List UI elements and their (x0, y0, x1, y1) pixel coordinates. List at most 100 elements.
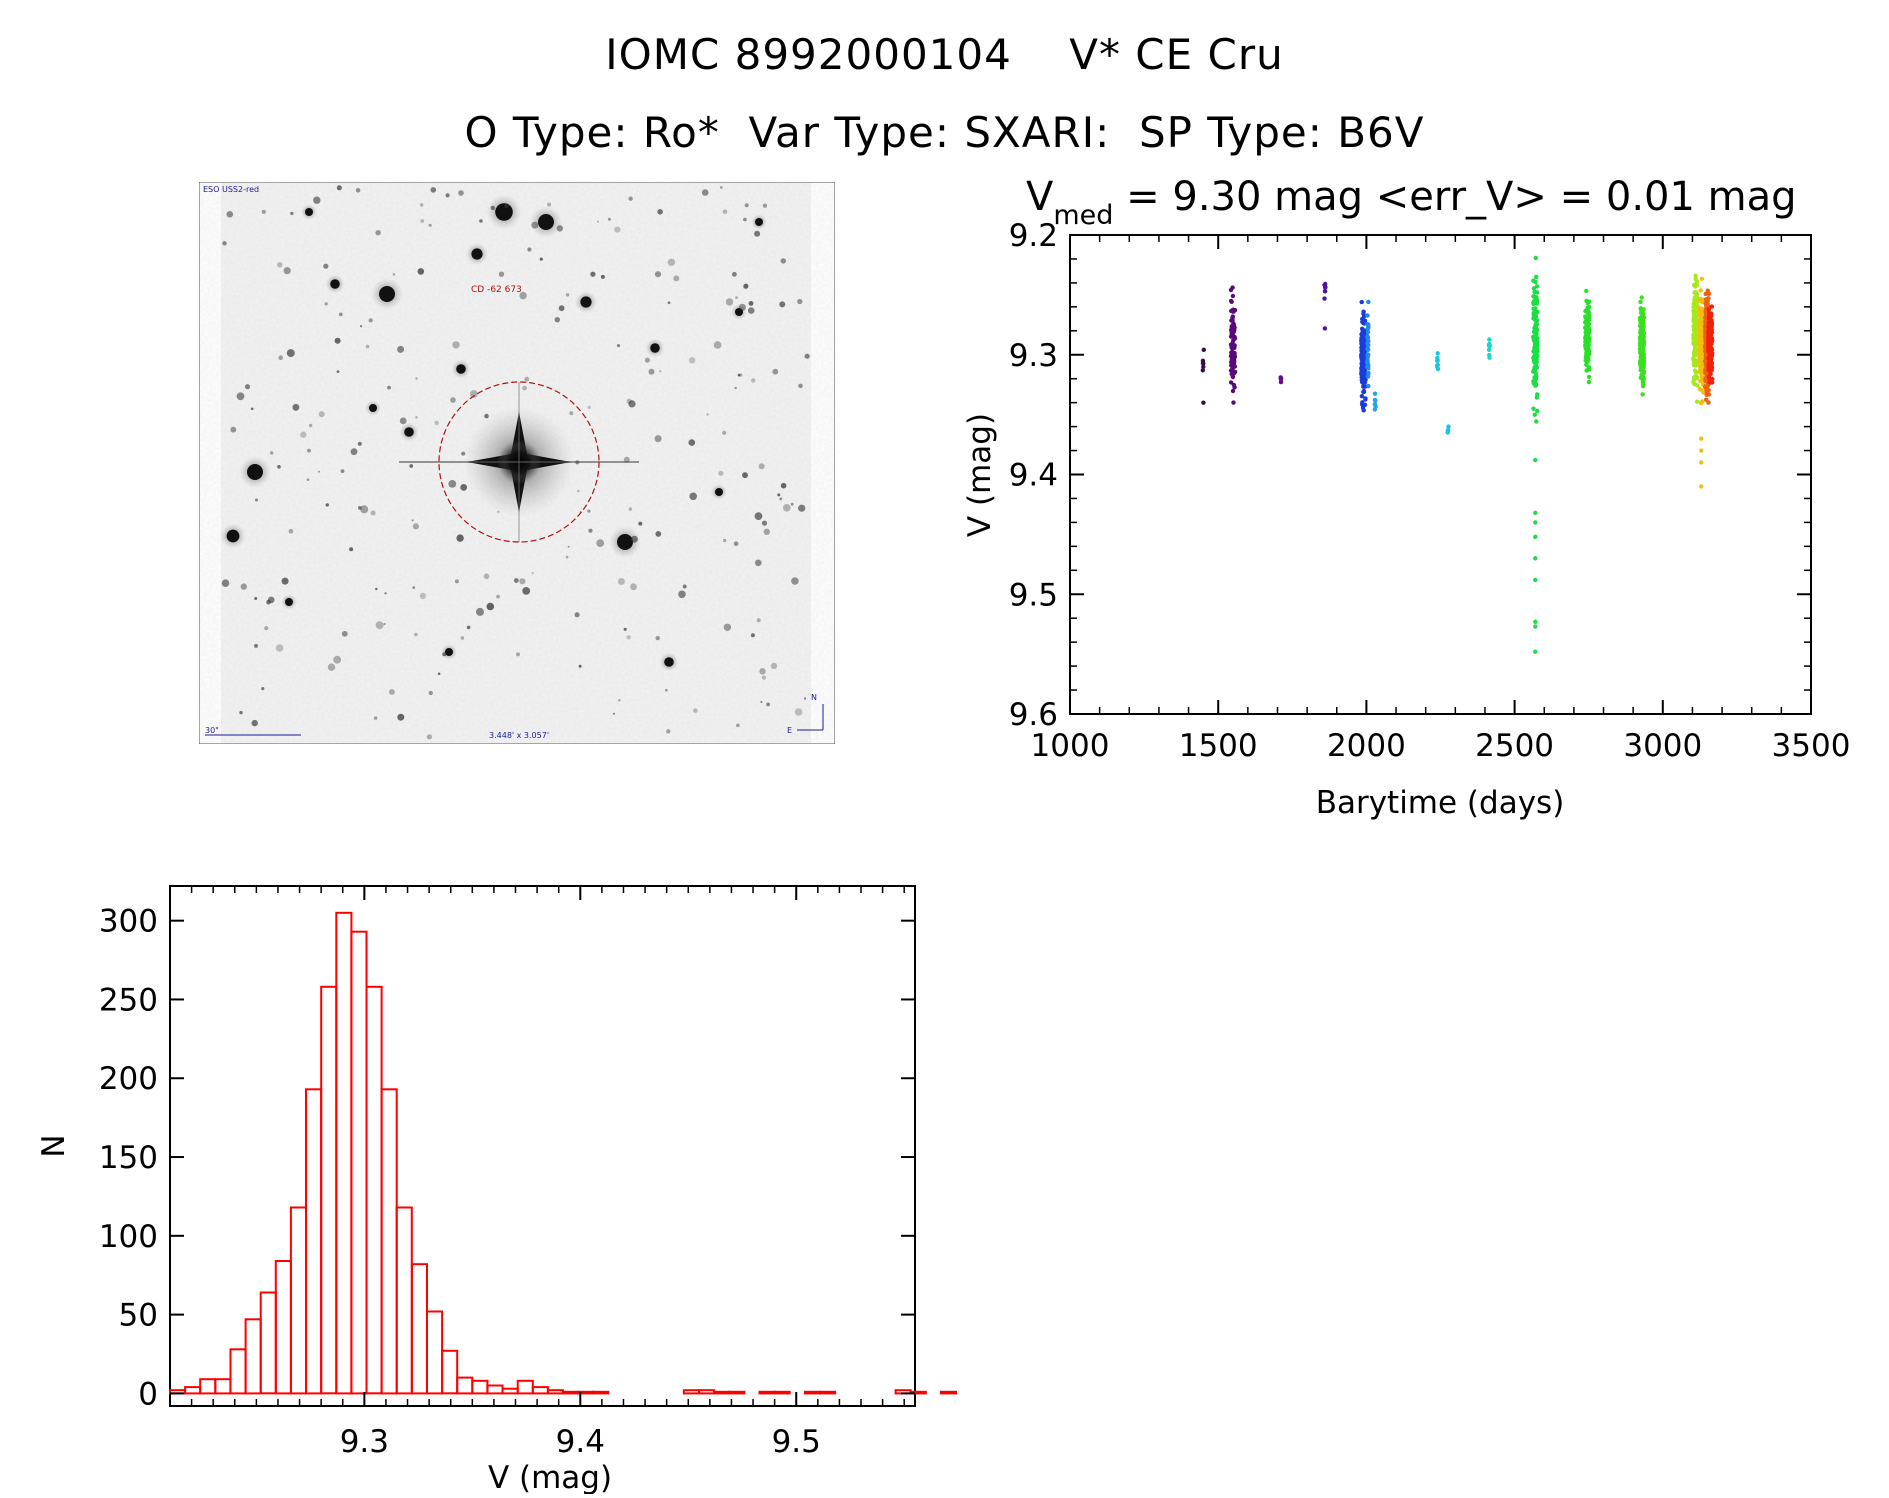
lc-point (1232, 334, 1237, 340)
lc-point (1230, 308, 1236, 313)
lc-point (1641, 365, 1646, 370)
lc-point (1533, 377, 1538, 382)
lc-point (1699, 460, 1704, 465)
lc-point (1585, 359, 1590, 364)
lc-point (1695, 383, 1700, 388)
lc-point (1322, 296, 1327, 301)
hist-xtick-label: 9.3 (340, 1424, 389, 1460)
lc-point (1638, 320, 1644, 325)
lc-point (1638, 341, 1644, 346)
light-curve-panel: Vmed = 9.30 mag <err_V> = 0.01 mag 1000 1… (930, 165, 1889, 830)
lc-point (1708, 342, 1714, 347)
histogram-bar (562, 1390, 580, 1395)
lc-point (1699, 357, 1704, 362)
lc-point (1699, 436, 1704, 441)
lc-point (1361, 342, 1366, 348)
lc-point (1532, 345, 1537, 350)
histogram-bar (320, 985, 338, 1395)
lc-ytick-label: 9.3 (1009, 338, 1058, 374)
lc-point (1201, 347, 1206, 352)
lc-point (1583, 320, 1588, 325)
lc-point (1435, 364, 1440, 369)
light-curve-points (1200, 255, 1715, 654)
lc-point (1707, 321, 1713, 326)
lc-point (1533, 510, 1538, 515)
lc-point (1535, 408, 1540, 414)
lc-point (1323, 285, 1328, 290)
lc-point (1709, 324, 1714, 329)
lc-point (1534, 328, 1539, 333)
lc-point (1585, 300, 1590, 306)
lc-point (1584, 288, 1589, 294)
lc-point (1445, 427, 1451, 433)
lc-point (1231, 358, 1236, 364)
lc-point (1359, 363, 1365, 368)
lc-point (1531, 406, 1536, 411)
lc-point (1697, 328, 1702, 333)
lc-point (1361, 321, 1366, 326)
histogram-bar (803, 1390, 822, 1395)
histogram-bar (698, 1389, 716, 1395)
hist-ytick-label: 250 (99, 982, 158, 1018)
histogram-bar (395, 1206, 413, 1395)
lc-point (1710, 380, 1715, 385)
lc-point (1361, 368, 1366, 374)
lc-point (1586, 321, 1592, 327)
lc-point (1706, 356, 1711, 361)
lc-point (1697, 352, 1702, 358)
lc-point (1361, 374, 1367, 379)
lc-xtick-label: 1000 (1031, 728, 1110, 764)
lc-point (1638, 327, 1644, 333)
lc-point (1709, 304, 1714, 309)
lc-point (1639, 295, 1644, 300)
lc-point (1706, 345, 1711, 351)
lc-point (1708, 371, 1713, 377)
lc-ytick-label: 9.5 (1009, 577, 1058, 613)
lc-point (1361, 389, 1367, 395)
lc-point (1706, 400, 1711, 405)
lc-point (1372, 397, 1378, 403)
lc-point (1533, 649, 1538, 654)
lc-point (1366, 299, 1371, 305)
lc-point (1533, 317, 1538, 323)
lc-point (1230, 314, 1235, 319)
lc-point (1486, 347, 1492, 352)
histogram-bar (350, 930, 368, 1395)
lc-point (1232, 351, 1237, 356)
aperture-circle (438, 381, 600, 543)
lc-point (1534, 373, 1539, 379)
histogram-panel: 9.3 9.4 9.5 0 50 100 150 200 250 300 V (mag) N (36, 860, 960, 1496)
lc-point (1583, 314, 1588, 319)
lc-point (1231, 344, 1236, 349)
lc-point (1533, 534, 1538, 539)
lc-point (1706, 296, 1711, 301)
lc-point (1359, 335, 1364, 341)
lc-point (1230, 323, 1235, 328)
lc-point (1692, 353, 1697, 358)
lc-point (1533, 380, 1538, 385)
scale-label: 30" (205, 726, 219, 735)
histogram-bar (501, 1387, 519, 1395)
lc-point (1698, 345, 1703, 350)
lc-point (1706, 291, 1712, 296)
light-curve-ylabel: V (mag) (962, 413, 998, 537)
histogram-bar (244, 1318, 262, 1395)
lc-point (1533, 577, 1538, 583)
hist-ytick-label: 200 (99, 1061, 158, 1097)
lc-point (1641, 315, 1647, 320)
lc-point (1691, 324, 1696, 329)
lc-point (1699, 374, 1705, 380)
lc-point (1372, 407, 1377, 412)
lc-point (1322, 289, 1328, 294)
lc-point (1698, 387, 1704, 392)
histogram-bar (274, 1260, 292, 1395)
survey-label: ESO USS2-red (203, 185, 259, 194)
histogram-bar (682, 1389, 701, 1395)
light-curve-xlabel: Barytime (days) (1316, 785, 1565, 821)
lc-point (1533, 314, 1539, 319)
histogram-bar (486, 1384, 504, 1395)
finder-chart: ESO USS2-red CD -62 673 30" 3.448' x 3.0… (198, 181, 836, 745)
lc-point (1694, 375, 1700, 380)
lc-point (1531, 369, 1536, 374)
lc-point (1695, 292, 1700, 297)
